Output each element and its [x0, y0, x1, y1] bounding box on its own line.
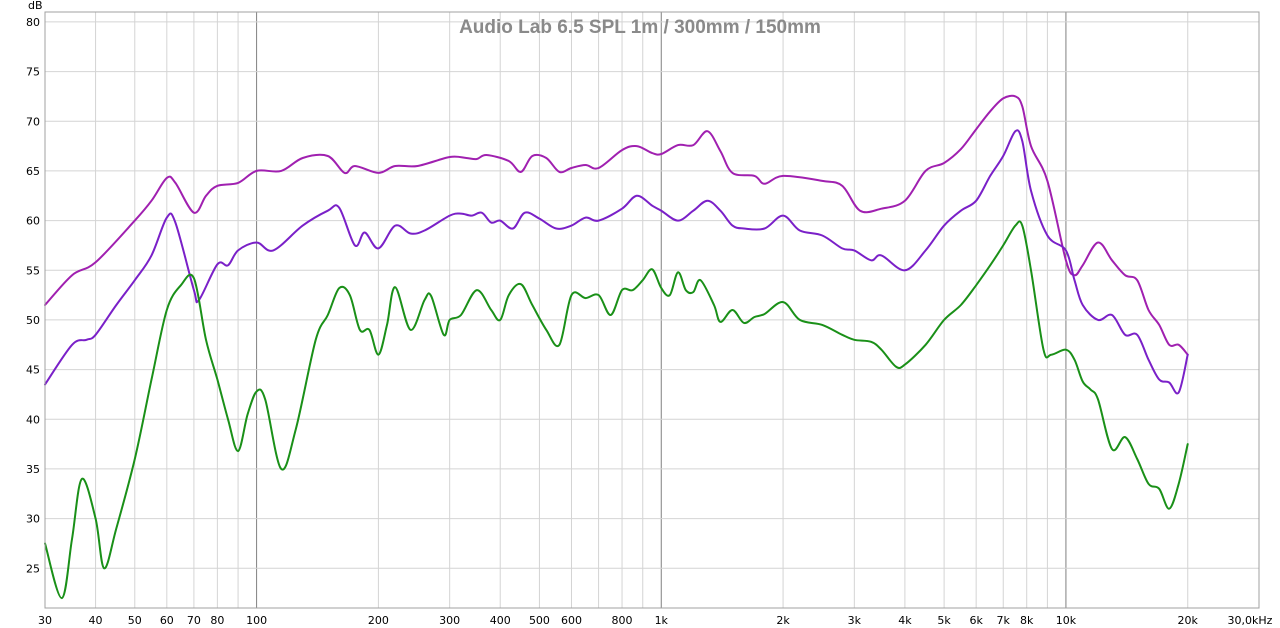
y-tick-label: 55: [26, 264, 40, 277]
series-line-2: [44, 129, 1189, 395]
series-line-3: [44, 220, 1189, 600]
series-line-1: [44, 94, 1189, 356]
y-tick-label: 40: [26, 413, 40, 426]
x-tick-label: 3k: [848, 614, 862, 627]
x-tick-label: 100: [246, 614, 267, 627]
y-tick-label: 35: [26, 463, 40, 476]
chart-title: Audio Lab 6.5 SPL 1m / 300mm / 150mm: [459, 17, 821, 38]
x-tick-label: 50: [128, 614, 142, 627]
y-tick-label: 30: [26, 513, 40, 526]
y-tick-label: 70: [26, 115, 40, 128]
plot-area-background: [45, 12, 1259, 608]
x-tick-label: 1k: [655, 614, 669, 627]
y-tick-label: 80: [26, 16, 40, 29]
x-tick-label: 8k: [1020, 614, 1034, 627]
x-tick-label: 200: [368, 614, 389, 627]
x-tick-label: 600: [561, 614, 582, 627]
y-tick-label: 60: [26, 215, 40, 228]
x-tick-label: 500: [529, 614, 550, 627]
y-tick-label: 75: [26, 66, 40, 79]
x-tick-label: 800: [612, 614, 633, 627]
y-tick-label: 25: [26, 562, 40, 575]
y-tick-label: 50: [26, 314, 40, 327]
x-tick-label: 6k: [969, 614, 983, 627]
x-tick-label: 40: [89, 614, 103, 627]
x-tick-label: 5k: [937, 614, 951, 627]
x-tick-label: 60: [160, 614, 174, 627]
y-axis-ticks: 25 30 35 40 45 50 55 60 65 70 75 80: [26, 16, 40, 575]
y-tick-label: 45: [26, 364, 40, 377]
x-tick-label: 300: [439, 614, 460, 627]
plot-frame: [44, 11, 1260, 609]
x-tick-label: 4k: [898, 614, 912, 627]
x-tick-label: 20k: [1178, 614, 1199, 627]
x-tick-label: 70: [187, 614, 201, 627]
x-tick-label: 10k: [1056, 614, 1077, 627]
x-tick-label: 30: [38, 614, 52, 627]
x-axis-ticks: 30 40 50 60 70 80 100 200 300 400 500 600 800 1k 2k 3k 4…: [38, 614, 1199, 627]
y-tick-label: 65: [26, 165, 40, 178]
x-tick-label: 2k: [776, 614, 790, 627]
x-axis-unit-label: 30,0kHz: [1228, 614, 1273, 627]
x-tick-label: 80: [210, 614, 224, 627]
series-lines: [44, 94, 1189, 600]
x-tick-label: 7k: [997, 614, 1011, 627]
x-tick-label: 400: [490, 614, 511, 627]
y-axis-unit-label: dB: [28, 0, 43, 12]
